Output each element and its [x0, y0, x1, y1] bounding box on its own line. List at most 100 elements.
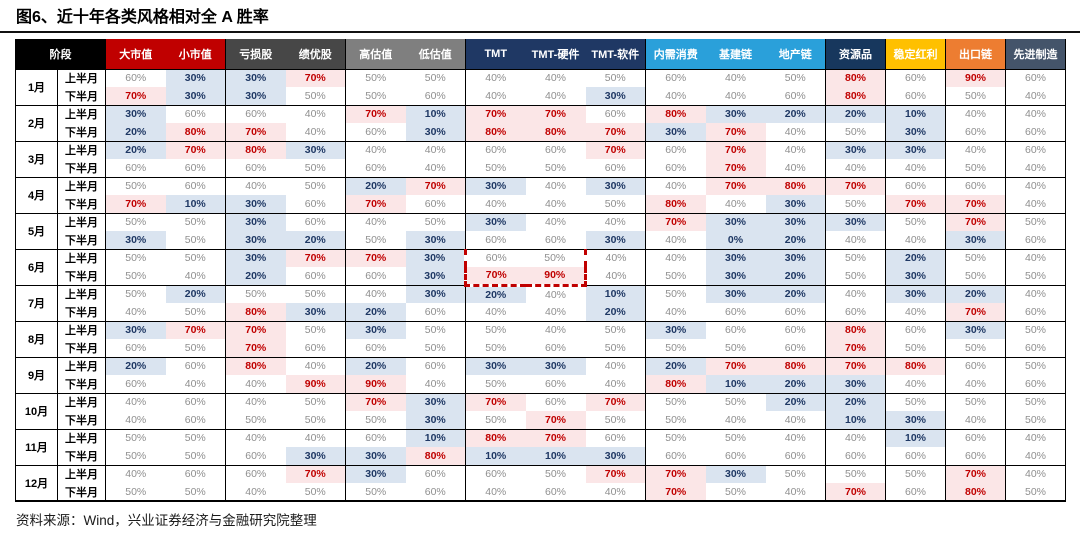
- win-rate-cell: 40%: [525, 195, 586, 213]
- win-rate-cell: 50%: [285, 159, 346, 177]
- half-month-label: 上半月: [57, 428, 106, 447]
- half-month-label: 上半月: [57, 284, 106, 303]
- win-rate-cell: 30%: [885, 411, 946, 429]
- win-rate-cell: 50%: [105, 176, 166, 195]
- win-rate-cell: 30%: [225, 212, 286, 231]
- win-rate-cell: 50%: [1005, 267, 1066, 285]
- win-rate-cell: 50%: [585, 339, 646, 357]
- win-rate-cell: 80%: [885, 356, 946, 375]
- win-rate-cell: 60%: [945, 176, 1006, 195]
- source-note: 资料来源：Wind，兴业证券经济与金融研究院整理: [16, 513, 317, 528]
- win-rate-cell: 70%: [705, 140, 766, 159]
- win-rate-cell: 30%: [405, 231, 466, 249]
- win-rate-cell: 60%: [585, 159, 646, 177]
- win-rate-cell: 60%: [945, 447, 1006, 465]
- win-rate-cell: 60%: [405, 87, 466, 105]
- win-rate-cell: 40%: [405, 159, 466, 177]
- win-rate-cell: 70%: [345, 195, 406, 213]
- win-rate-cell: 60%: [465, 231, 526, 249]
- win-rate-cell: 40%: [225, 392, 286, 411]
- win-rate-cell: 50%: [765, 68, 826, 87]
- win-rate-cell: 30%: [465, 212, 526, 231]
- column-header-7: TMT-硬件: [525, 39, 586, 69]
- win-rate-cell: 40%: [1005, 248, 1066, 267]
- win-rate-cell: 30%: [825, 140, 886, 159]
- table-row: 9月 上半月 20% 60% 80% 40% 20% 60% 30% 30% 40% 20% 70% 80…: [15, 356, 1066, 393]
- win-rate-cell: 70%: [585, 140, 646, 159]
- win-rate-cell: 50%: [285, 87, 346, 105]
- win-rate-cell: 50%: [465, 411, 526, 429]
- win-rate-cell: 70%: [405, 176, 466, 195]
- win-rate-cell: 60%: [1005, 231, 1066, 249]
- win-rate-cell: 60%: [285, 195, 346, 213]
- win-rate-cell: 40%: [1005, 195, 1066, 213]
- win-rate-cell: 60%: [525, 231, 586, 249]
- win-rate-cell: 50%: [585, 411, 646, 429]
- win-rate-cell: 30%: [885, 140, 946, 159]
- win-rate-cell: 80%: [525, 123, 586, 141]
- win-rate-cell: 20%: [765, 392, 826, 411]
- half-month-label: 上半月: [57, 248, 106, 267]
- win-rate-cell: 60%: [464, 248, 526, 267]
- win-rate-cell: 30%: [285, 303, 346, 321]
- win-rate-cell: 80%: [465, 123, 526, 141]
- win-rate-cell: 60%: [645, 447, 706, 465]
- win-rate-cell: 70%: [945, 195, 1006, 213]
- win-rate-cell: 60%: [465, 140, 526, 159]
- month-label: 12月: [15, 464, 58, 501]
- win-rate-cell: 30%: [105, 320, 166, 339]
- month-label: 9月: [15, 356, 58, 393]
- win-rate-cell: 30%: [405, 411, 466, 429]
- win-rate-cell: 60%: [165, 176, 226, 195]
- half-month-label: 下半月: [57, 375, 106, 393]
- half-month-label: 下半月: [57, 447, 106, 465]
- win-rate-cell: 50%: [165, 428, 226, 447]
- month-label: 2月: [15, 104, 58, 141]
- win-rate-cell: 40%: [585, 212, 646, 231]
- win-rate-cell: 50%: [525, 464, 586, 483]
- win-rate-cell: 50%: [345, 87, 406, 105]
- win-rate-cell: 40%: [765, 483, 826, 501]
- win-rate-cell: 40%: [525, 320, 586, 339]
- win-rate-cell: 40%: [465, 303, 526, 321]
- win-rate-cell: 70%: [705, 159, 766, 177]
- month-label: 3月: [15, 140, 58, 177]
- half-month-label: 下半月: [57, 267, 106, 285]
- win-rate-cell: 80%: [225, 303, 286, 321]
- win-rate-cell: 70%: [945, 212, 1006, 231]
- win-rate-cell: 30%: [225, 68, 286, 87]
- win-rate-cell: 40%: [885, 375, 946, 393]
- half-month-label: 下半月: [57, 123, 106, 141]
- win-rate-cell: 50%: [105, 212, 166, 231]
- win-rate-cell: 60%: [405, 303, 466, 321]
- win-rate-cell: 60%: [165, 104, 226, 123]
- win-rate-cell: 40%: [1005, 428, 1066, 447]
- win-rate-cell: 40%: [645, 248, 706, 267]
- half-month-label: 上半月: [57, 464, 106, 483]
- table-row: 下半月 50% 40% 20% 60% 60% 30% 70% 90% 40% 50% 30% 20% 5…: [16, 267, 1066, 287]
- column-header-12: 资源品: [825, 39, 886, 69]
- win-rate-cell: 70%: [345, 104, 406, 123]
- win-rate-cell: 60%: [705, 303, 766, 321]
- win-rate-cell: 30%: [705, 284, 766, 303]
- win-rate-cell: 20%: [645, 356, 706, 375]
- win-rate-cell: 40%: [1005, 159, 1066, 177]
- win-rate-cell: 60%: [885, 87, 946, 105]
- win-rate-cell: 30%: [405, 248, 466, 267]
- win-rate-cell: 70%: [105, 195, 166, 213]
- column-header-5: 低估值: [405, 39, 466, 69]
- table-row: 8月 上半月 30% 70% 70% 50% 30% 50% 50% 40% 50% 30% 60% 60…: [15, 320, 1066, 357]
- win-rate-cell: 40%: [165, 375, 226, 393]
- win-rate-cell: 30%: [225, 195, 286, 213]
- win-rate-cell: 30%: [405, 392, 466, 411]
- table-header: 阶段 大市值 小市值 亏损股 绩优股 高估值 低估值 TMT TMT-硬件 TMT-软件 内需消费基…: [15, 39, 1066, 69]
- win-rate-cell: 50%: [285, 483, 346, 501]
- win-rate-cell: 70%: [825, 483, 886, 501]
- win-rate-cell: 80%: [225, 140, 286, 159]
- win-rate-cell: 70%: [945, 464, 1006, 483]
- win-rate-cell: 50%: [105, 447, 166, 465]
- win-rate-cell: 30%: [705, 248, 766, 267]
- win-rate-cell: 50%: [405, 320, 466, 339]
- win-rate-cell: 40%: [225, 375, 286, 393]
- win-rate-cell: 40%: [645, 231, 706, 249]
